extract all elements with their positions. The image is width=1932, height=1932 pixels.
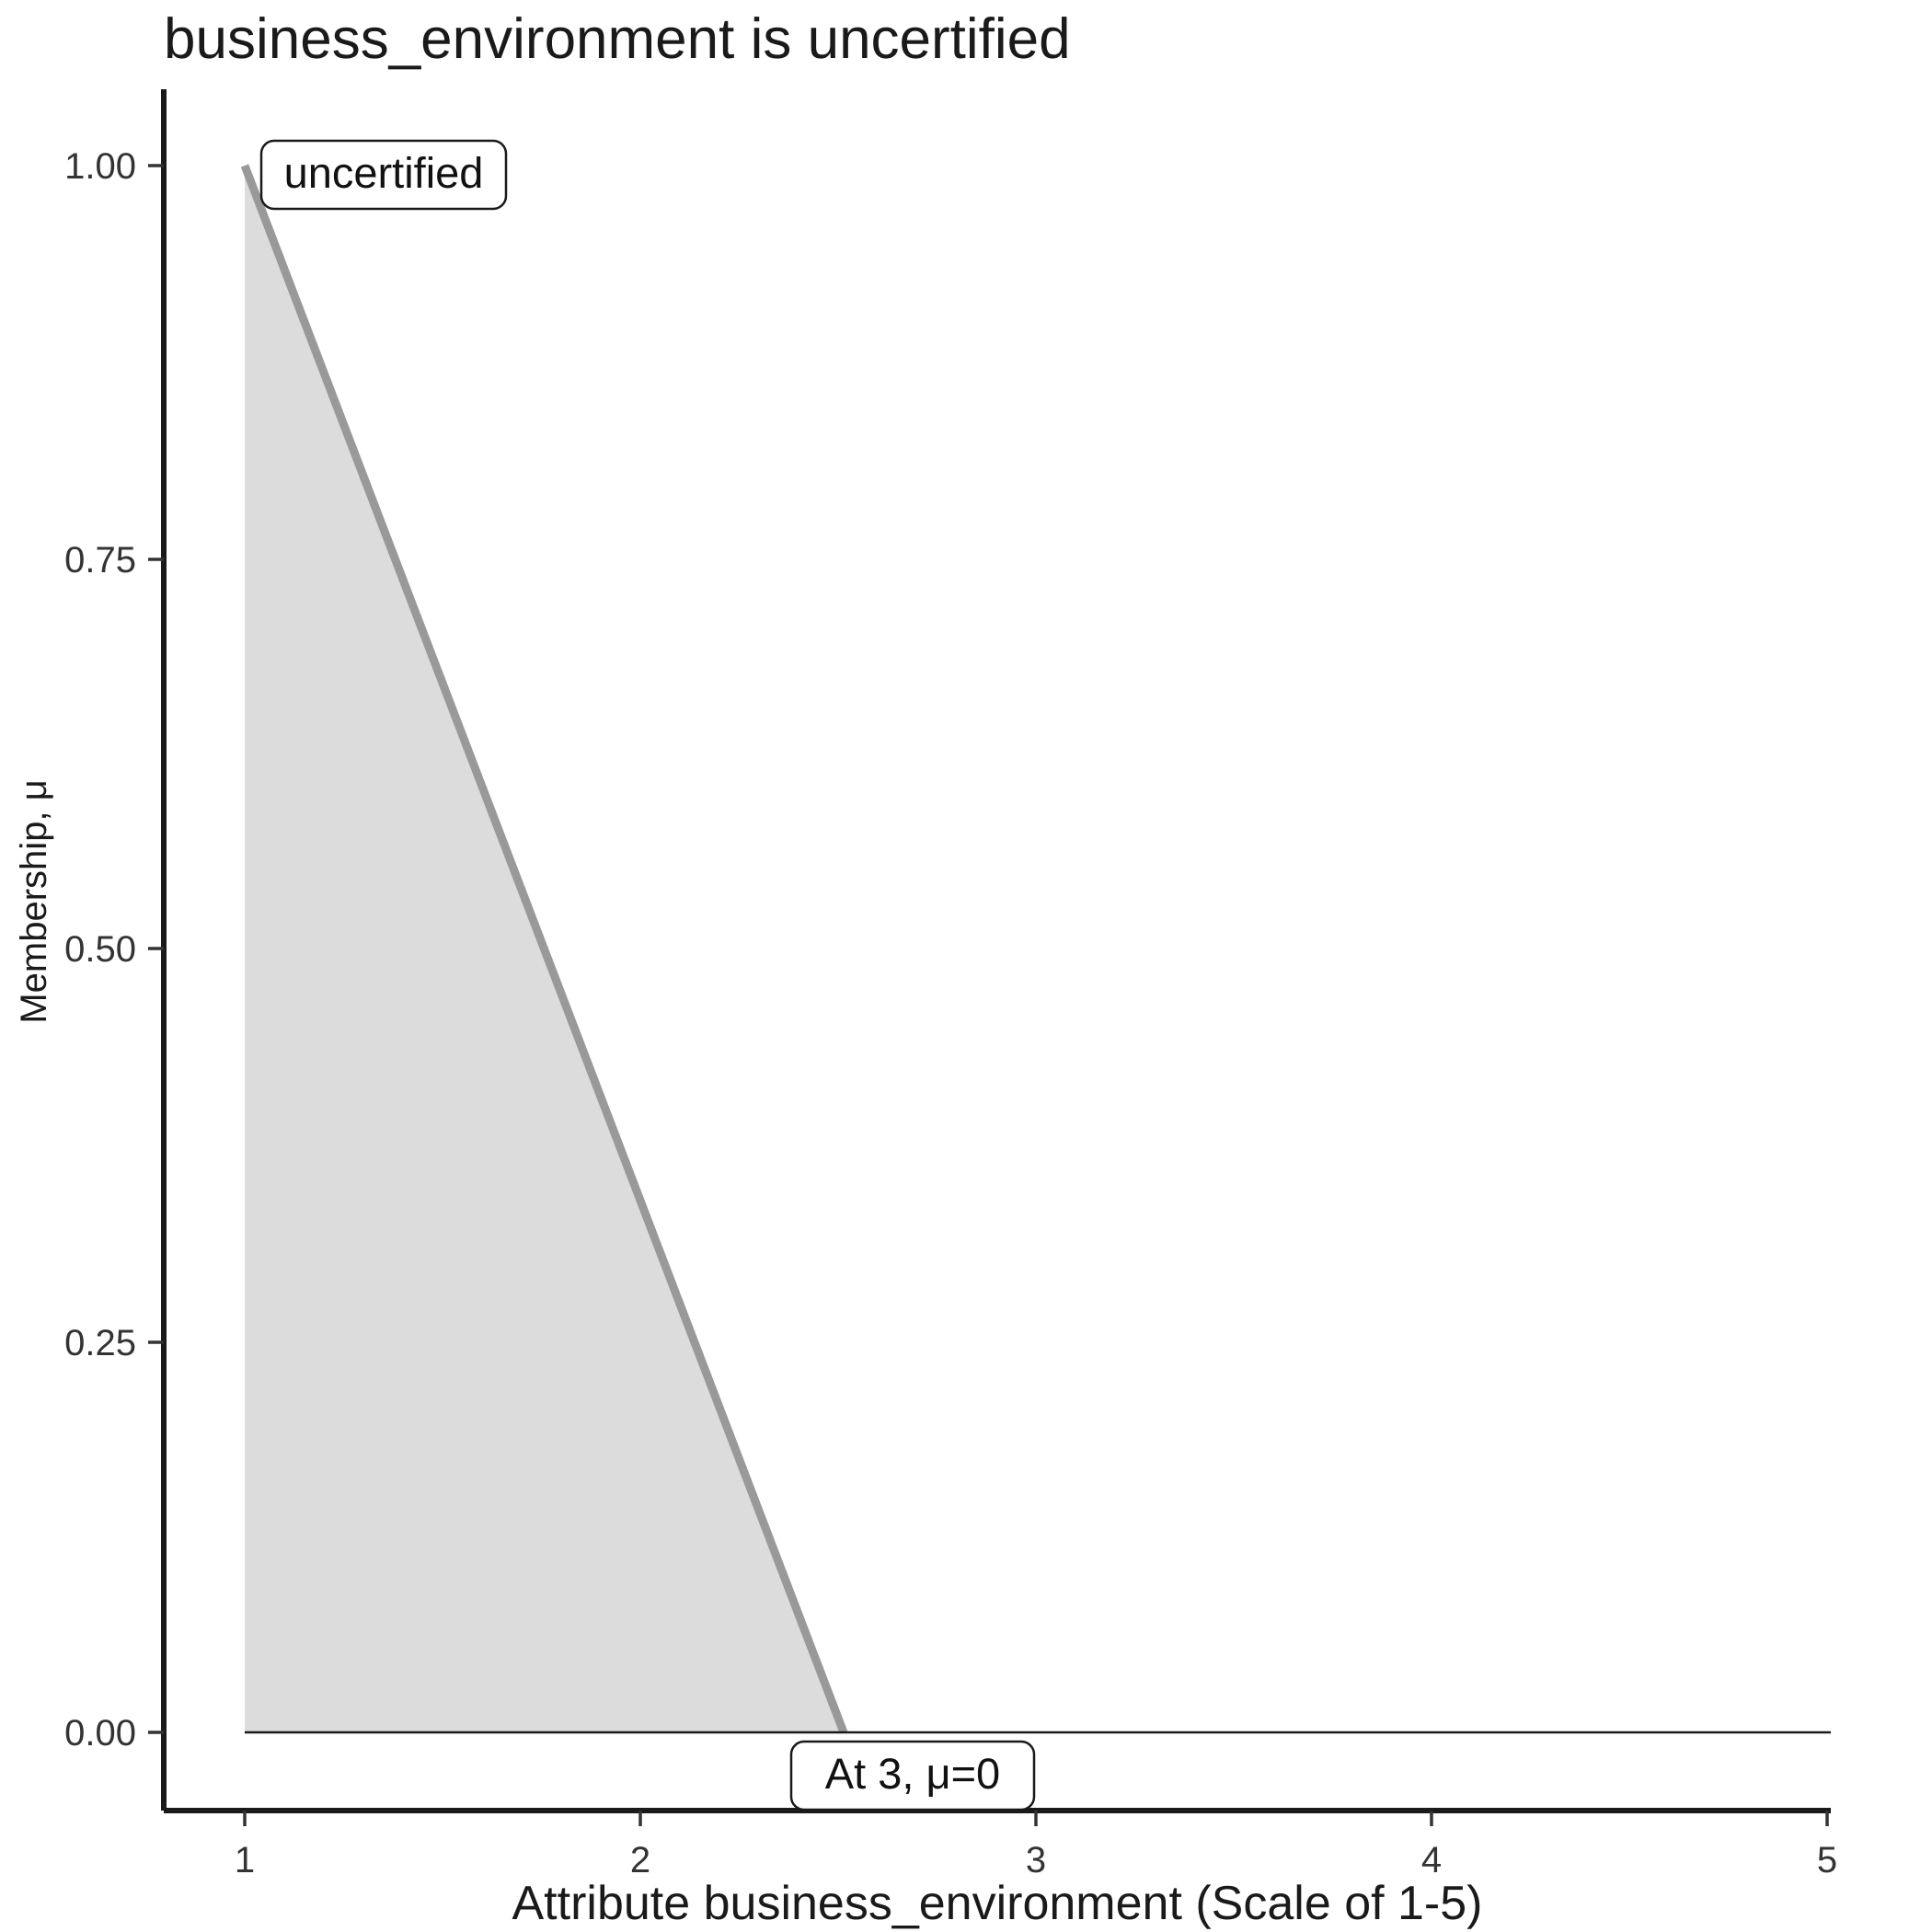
svg-text:1: 1 [235,1840,255,1880]
svg-text:1.00: 1.00 [64,146,136,187]
svg-text:business_environment is uncert: business_environment is uncertified [164,7,1071,71]
svg-text:At 3, μ=0: At 3, μ=0 [825,1749,1000,1798]
svg-text:2: 2 [630,1840,650,1880]
svg-text:4: 4 [1421,1840,1442,1880]
svg-text:5: 5 [1817,1840,1837,1880]
svg-text:Membership, μ: Membership, μ [14,779,54,1023]
svg-text:uncertified: uncertified [284,148,484,197]
svg-text:0.50: 0.50 [64,929,136,970]
svg-text:Attribute business_environment: Attribute business_environment (Scale of… [512,1877,1483,1930]
svg-text:0.25: 0.25 [64,1323,136,1363]
svg-text:3: 3 [1026,1840,1046,1880]
svg-text:0.00: 0.00 [64,1713,136,1754]
svg-text:0.75: 0.75 [64,540,136,581]
